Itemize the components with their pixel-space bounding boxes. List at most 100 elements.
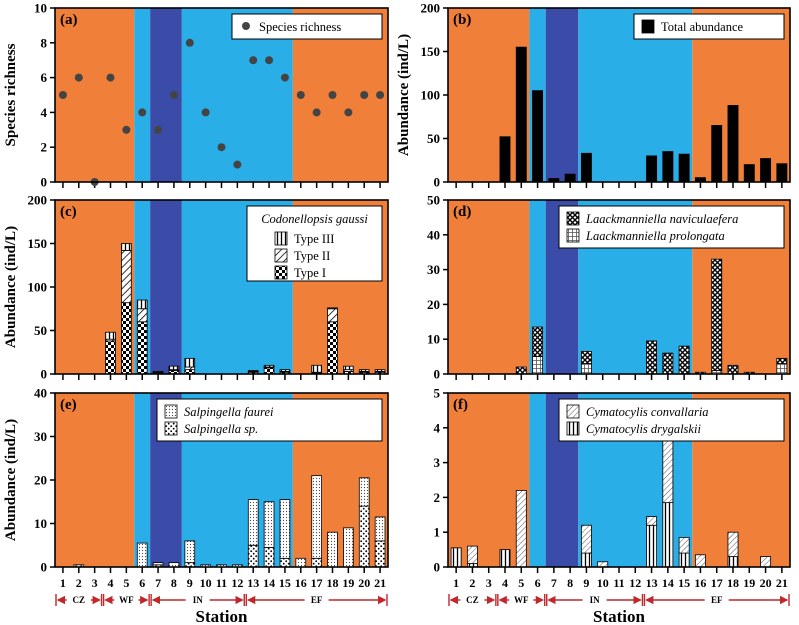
bar-black [515, 46, 527, 183]
bar-vlines [184, 357, 196, 368]
y-axis-title: Abundance (ind/L) [396, 34, 412, 156]
background-zone-dark_blue [150, 200, 182, 374]
bar-diagfine [678, 537, 690, 554]
bar-xhatch [776, 357, 788, 364]
legend-swatch [566, 228, 580, 243]
bar-grid [532, 356, 544, 375]
legend-swatch [164, 404, 178, 419]
bar-xhatch [580, 350, 592, 364]
bar-xhatch [646, 340, 658, 375]
legend-box [156, 398, 383, 442]
bar-grid [580, 363, 592, 375]
panel-c: 0 50 100 150 200 (c) Abundance (ind/L) Codonell… [3, 193, 389, 382]
data-point [360, 91, 369, 99]
data-point [201, 108, 210, 117]
bar-vlines [580, 552, 592, 568]
bar-xhatch [662, 352, 674, 375]
zone-label: EF [711, 595, 723, 605]
x-axis-title: Station [593, 607, 646, 625]
y-tick-label: 10 [34, 516, 47, 531]
y-axis-title: Abundance (ind/L) [3, 226, 19, 348]
data-point [265, 56, 274, 65]
y-tick-label: 150 [421, 44, 441, 59]
panel-label: (c) [60, 204, 77, 220]
y-tick-label: 100 [28, 280, 48, 295]
legend-swatch [274, 248, 288, 263]
station-label: 20 [760, 576, 772, 590]
legend-label: Laackmanniella prolongata [585, 229, 725, 243]
bar-dotted [327, 531, 338, 568]
bar-black [499, 136, 511, 183]
bar-dotted [358, 477, 370, 507]
bar-vlines [662, 502, 674, 568]
bar-diagfine [760, 556, 772, 568]
bar-dotted [311, 475, 322, 559]
bar-vlines [358, 369, 370, 372]
bar-vlines [343, 365, 354, 371]
y-tick-label: 0 [434, 560, 441, 575]
y-tick-label: 20 [427, 297, 440, 312]
station-label: 19 [342, 576, 354, 590]
zone-label: WF [514, 595, 529, 605]
station-label: 10 [597, 576, 609, 590]
panel-label: (f) [453, 397, 468, 413]
data-point [249, 56, 258, 65]
bar-black [662, 151, 674, 183]
y-tick-label: 50 [427, 193, 440, 208]
y-tick-label: 6 [41, 70, 48, 85]
bar-vlines [121, 243, 132, 251]
y-tick-label: 0 [41, 175, 48, 190]
station-label: 11 [613, 576, 624, 590]
station-label: 2 [76, 576, 82, 590]
bar-black [727, 105, 739, 183]
station-label: 8 [567, 576, 573, 590]
bar-black [760, 158, 772, 183]
bar-vlines [105, 331, 116, 340]
legend-label: Total abundance [661, 20, 744, 34]
bar-checker [263, 367, 275, 375]
bar-dotted [374, 516, 386, 542]
bar-black [743, 164, 755, 183]
plot-frame [447, 7, 791, 183]
background-zone-orange [448, 200, 530, 374]
bar-black [776, 163, 788, 183]
legend-title: Codonellopsis gaussi [261, 212, 368, 226]
bar-diagfine [580, 524, 592, 554]
bar-dotted [279, 499, 291, 559]
station-label: 17 [711, 576, 723, 590]
legend-label: Species richness [259, 20, 341, 34]
legend-label: Type I [294, 266, 326, 280]
legend-label: Laackmanniella naviculaefera [585, 212, 738, 226]
y-tick-label: 50 [34, 323, 47, 338]
station-label: 17 [311, 576, 323, 590]
bar-dots [279, 557, 291, 568]
bar-grid [776, 363, 788, 375]
bar-diagfine [466, 545, 478, 564]
bar-dots [358, 505, 370, 568]
station-label: 8 [171, 576, 177, 590]
panel-d: 0 10 20 30 40 50 (d) Laackmanniella naviculaefe… [427, 193, 791, 382]
bar-vlines [311, 364, 322, 373]
legend-swatch [566, 421, 580, 436]
bar-diagfine [694, 554, 706, 568]
zone-label: CZ [466, 595, 479, 605]
station-label: 3 [486, 576, 492, 590]
legend: Codonellopsis gaussi Type III Type II Type … [246, 205, 383, 282]
zone-label: WF [119, 595, 134, 605]
legend: Species richness [231, 13, 383, 40]
bar-vlines [247, 370, 259, 372]
legend-swatch [274, 265, 288, 280]
data-point [138, 108, 147, 117]
bar-dotted [263, 501, 275, 548]
y-tick-label: 50 [427, 131, 440, 146]
legend-swatch [242, 22, 250, 30]
plot-frame [447, 199, 791, 375]
station-label: 10 [200, 576, 212, 590]
bar-xhatch [515, 366, 527, 375]
station-label: 4 [108, 576, 114, 590]
bar-dotted [247, 499, 259, 546]
data-point [280, 73, 289, 82]
legend-box [231, 13, 383, 40]
data-point [169, 91, 178, 99]
